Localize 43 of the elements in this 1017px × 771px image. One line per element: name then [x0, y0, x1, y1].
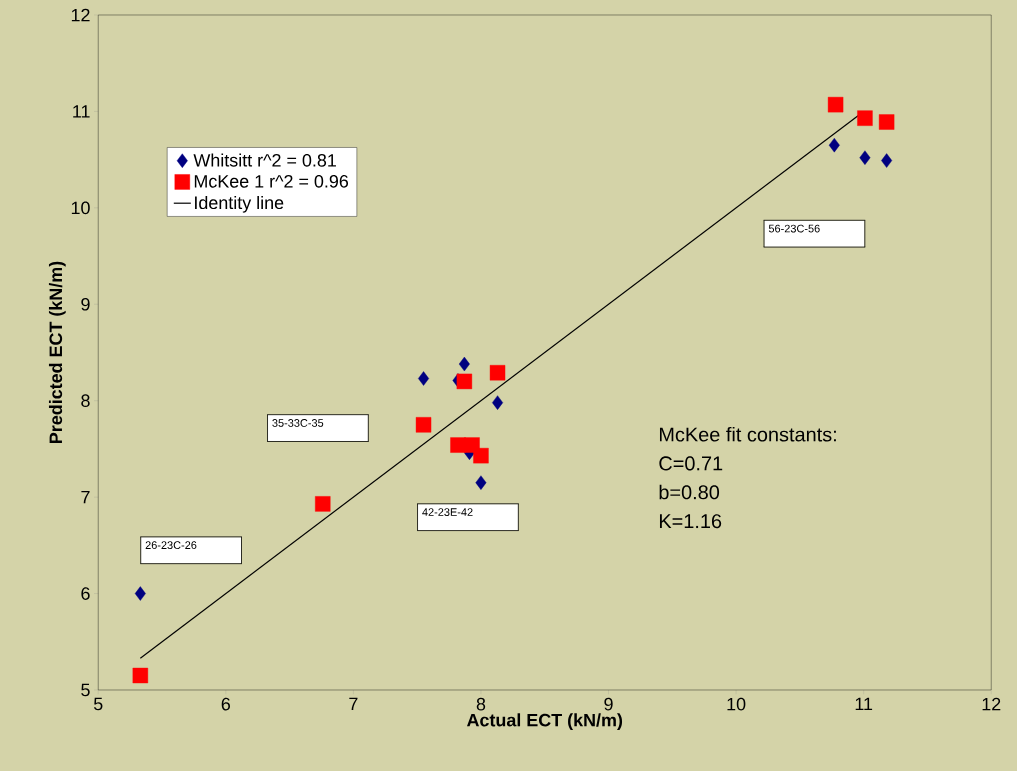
- y-tick-label: 7: [81, 490, 90, 504]
- point: [456, 373, 473, 390]
- x-tick-label: 11: [855, 697, 873, 711]
- y-tick-label: 6: [81, 587, 90, 600]
- y-tick-label: 10: [71, 201, 90, 215]
- point: [857, 110, 873, 126]
- point: [859, 150, 871, 165]
- point: [418, 371, 429, 386]
- point: [450, 437, 466, 453]
- point: [878, 114, 895, 130]
- annotation: McKee fit constants:: [659, 426, 836, 442]
- x-tick-label: 10: [727, 697, 746, 711]
- point: [132, 667, 149, 684]
- annotation: K=1.16: [659, 514, 722, 529]
- point: [828, 137, 840, 153]
- point: [473, 447, 489, 464]
- y-tick-label: 8: [81, 394, 90, 408]
- point: [827, 96, 844, 113]
- y-axis-title: Predicted ECT (kN/m): [48, 261, 66, 443]
- point: [489, 365, 506, 381]
- point: [492, 395, 503, 410]
- y-tick-label: 5: [81, 683, 90, 697]
- x-tick-label: 8: [476, 697, 486, 711]
- point: [475, 475, 487, 490]
- point: [134, 586, 146, 601]
- annotation: C=0.71: [659, 456, 723, 471]
- annotation: b=0.80: [659, 484, 720, 500]
- x-axis-title: Actual ECT (kN/m): [466, 713, 623, 731]
- point: [881, 153, 893, 168]
- legend-label: McKee 1 r^2 = 0.96: [194, 174, 349, 188]
- legend-label: Identity line: [195, 195, 284, 213]
- y-tick-label: 11: [73, 105, 90, 118]
- x-tick-label: 6: [221, 697, 231, 711]
- x-tick-label: 9: [604, 697, 613, 711]
- x-tick-label: 5: [93, 697, 103, 711]
- x-tick-label: 7: [349, 697, 358, 711]
- point: [415, 417, 432, 433]
- legend-label: Whitsitt r^2 = 0.81: [193, 153, 336, 167]
- x-tick-label: 12: [982, 697, 1001, 711]
- y-tick-label: 12: [71, 8, 90, 22]
- point: [315, 496, 331, 512]
- point: [458, 356, 470, 372]
- y-tick-label: 9: [81, 297, 90, 311]
